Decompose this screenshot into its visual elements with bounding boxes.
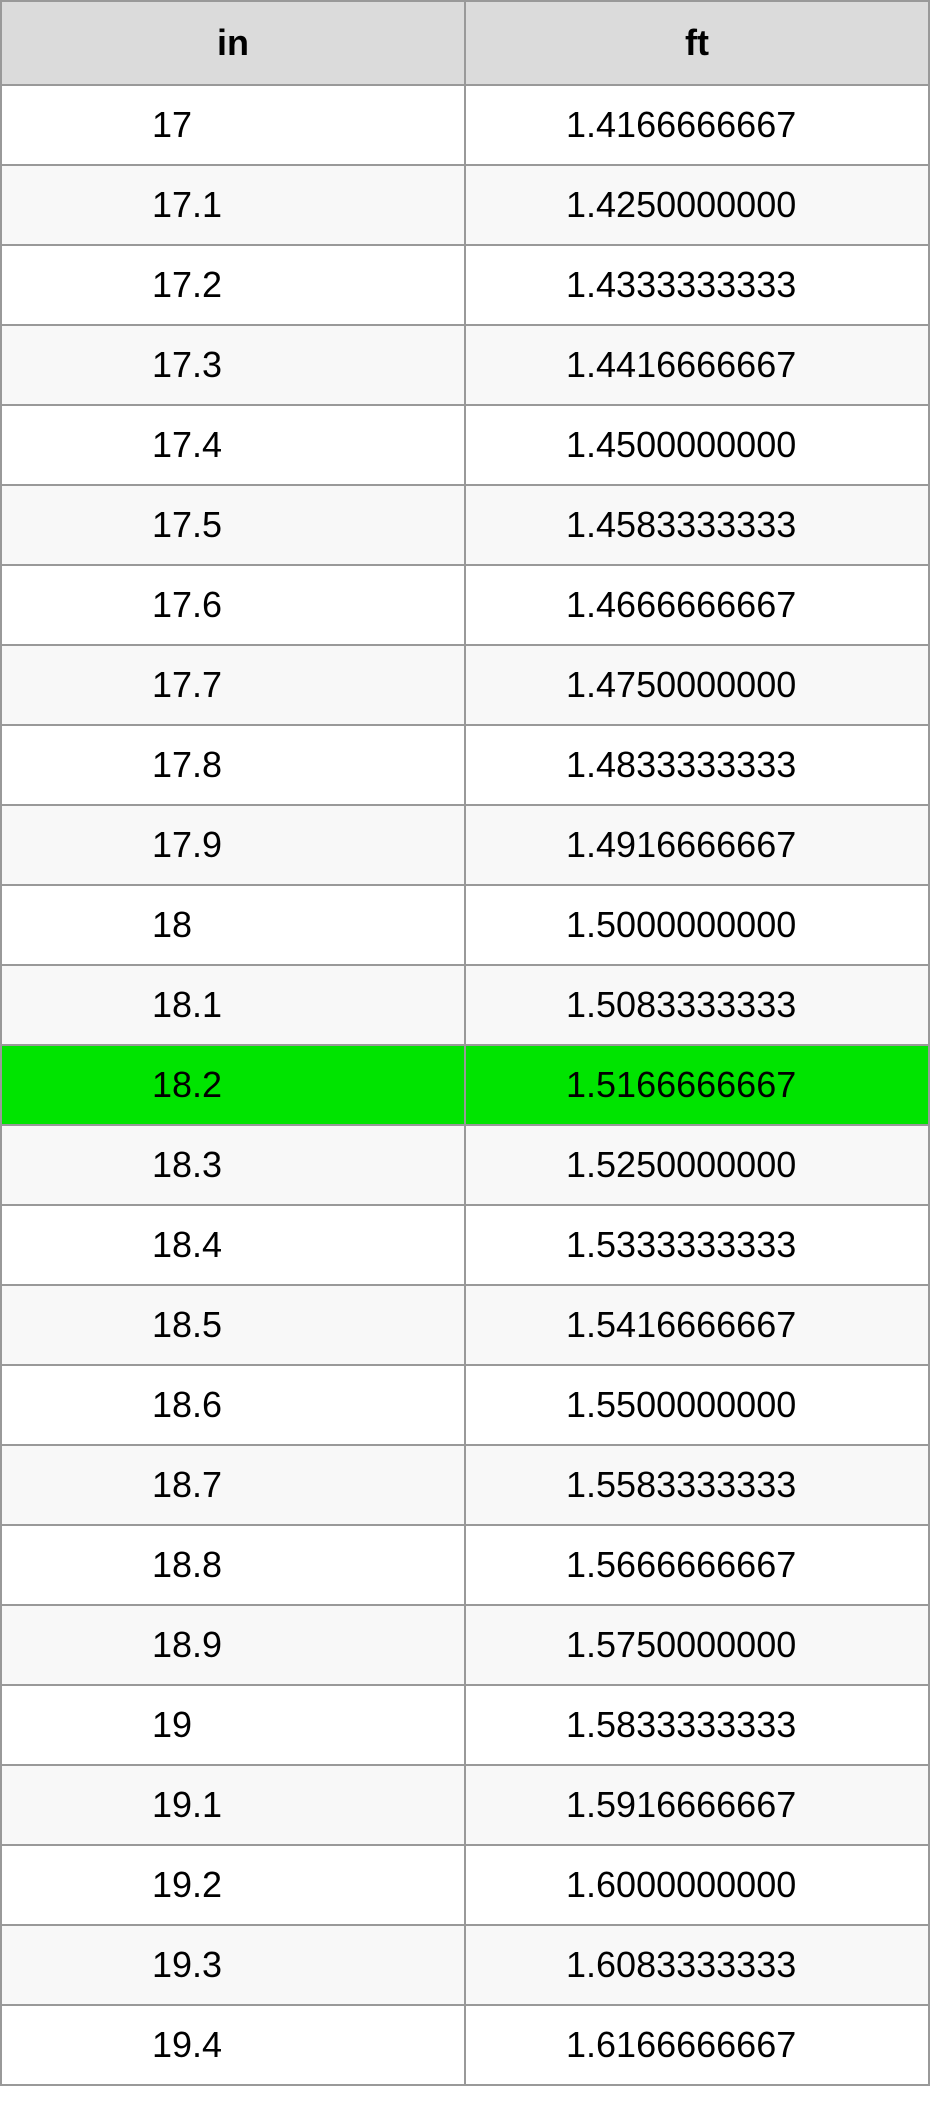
cell-in: 18.7 bbox=[1, 1445, 465, 1525]
table-row: 191.5833333333 bbox=[1, 1685, 929, 1765]
table-row: 17.81.4833333333 bbox=[1, 725, 929, 805]
cell-ft: 1.5250000000 bbox=[465, 1125, 929, 1205]
table-row: 17.21.4333333333 bbox=[1, 245, 929, 325]
cell-in: 17.8 bbox=[1, 725, 465, 805]
table-row: 17.31.4416666667 bbox=[1, 325, 929, 405]
cell-ft: 1.5166666667 bbox=[465, 1045, 929, 1125]
cell-ft: 1.5750000000 bbox=[465, 1605, 929, 1685]
cell-in: 17.5 bbox=[1, 485, 465, 565]
cell-in: 19.4 bbox=[1, 2005, 465, 2085]
cell-in: 17.4 bbox=[1, 405, 465, 485]
cell-in: 17 bbox=[1, 85, 465, 165]
table-body: 171.416666666717.11.425000000017.21.4333… bbox=[1, 85, 929, 2085]
cell-ft: 1.4250000000 bbox=[465, 165, 929, 245]
cell-in: 18 bbox=[1, 885, 465, 965]
table-row: 17.61.4666666667 bbox=[1, 565, 929, 645]
cell-in: 18.3 bbox=[1, 1125, 465, 1205]
cell-ft: 1.5416666667 bbox=[465, 1285, 929, 1365]
cell-ft: 1.5666666667 bbox=[465, 1525, 929, 1605]
cell-ft: 1.5333333333 bbox=[465, 1205, 929, 1285]
cell-ft: 1.4916666667 bbox=[465, 805, 929, 885]
column-header-in: in bbox=[1, 1, 465, 85]
cell-ft: 1.4750000000 bbox=[465, 645, 929, 725]
conversion-table: in ft 171.416666666717.11.425000000017.2… bbox=[0, 0, 930, 2086]
cell-ft: 1.5083333333 bbox=[465, 965, 929, 1045]
table-row: 18.41.5333333333 bbox=[1, 1205, 929, 1285]
cell-in: 17.7 bbox=[1, 645, 465, 725]
cell-ft: 1.5583333333 bbox=[465, 1445, 929, 1525]
cell-in: 18.1 bbox=[1, 965, 465, 1045]
cell-in: 18.8 bbox=[1, 1525, 465, 1605]
cell-ft: 1.4666666667 bbox=[465, 565, 929, 645]
table-row: 18.31.5250000000 bbox=[1, 1125, 929, 1205]
table-row: 18.81.5666666667 bbox=[1, 1525, 929, 1605]
cell-ft: 1.6083333333 bbox=[465, 1925, 929, 2005]
table-row: 17.91.4916666667 bbox=[1, 805, 929, 885]
table-row: 171.4166666667 bbox=[1, 85, 929, 165]
table-row: 18.91.5750000000 bbox=[1, 1605, 929, 1685]
cell-ft: 1.6000000000 bbox=[465, 1845, 929, 1925]
cell-in: 17.6 bbox=[1, 565, 465, 645]
cell-ft: 1.4166666667 bbox=[465, 85, 929, 165]
cell-ft: 1.4583333333 bbox=[465, 485, 929, 565]
table-header-row: in ft bbox=[1, 1, 929, 85]
cell-in: 18.2 bbox=[1, 1045, 465, 1125]
table-row: 18.11.5083333333 bbox=[1, 965, 929, 1045]
table-row: 18.51.5416666667 bbox=[1, 1285, 929, 1365]
cell-in: 17.3 bbox=[1, 325, 465, 405]
cell-ft: 1.5500000000 bbox=[465, 1365, 929, 1445]
table-row: 19.21.6000000000 bbox=[1, 1845, 929, 1925]
cell-ft: 1.4416666667 bbox=[465, 325, 929, 405]
table-row: 17.11.4250000000 bbox=[1, 165, 929, 245]
table-row: 17.51.4583333333 bbox=[1, 485, 929, 565]
cell-ft: 1.5000000000 bbox=[465, 885, 929, 965]
cell-in: 18.9 bbox=[1, 1605, 465, 1685]
cell-in: 19.2 bbox=[1, 1845, 465, 1925]
cell-ft: 1.6166666667 bbox=[465, 2005, 929, 2085]
cell-ft: 1.4500000000 bbox=[465, 405, 929, 485]
cell-ft: 1.5833333333 bbox=[465, 1685, 929, 1765]
cell-ft: 1.4833333333 bbox=[465, 725, 929, 805]
cell-in: 18.4 bbox=[1, 1205, 465, 1285]
table-row: 17.41.4500000000 bbox=[1, 405, 929, 485]
table-row: 17.71.4750000000 bbox=[1, 645, 929, 725]
cell-in: 17.1 bbox=[1, 165, 465, 245]
cell-in: 19 bbox=[1, 1685, 465, 1765]
table-row: 19.31.6083333333 bbox=[1, 1925, 929, 2005]
cell-in: 19.3 bbox=[1, 1925, 465, 2005]
table-row: 19.11.5916666667 bbox=[1, 1765, 929, 1845]
table-row: 18.61.5500000000 bbox=[1, 1365, 929, 1445]
cell-ft: 1.5916666667 bbox=[465, 1765, 929, 1845]
table-row: 18.21.5166666667 bbox=[1, 1045, 929, 1125]
column-header-ft: ft bbox=[465, 1, 929, 85]
cell-in: 17.9 bbox=[1, 805, 465, 885]
cell-in: 19.1 bbox=[1, 1765, 465, 1845]
table-row: 19.41.6166666667 bbox=[1, 2005, 929, 2085]
cell-in: 17.2 bbox=[1, 245, 465, 325]
cell-ft: 1.4333333333 bbox=[465, 245, 929, 325]
cell-in: 18.6 bbox=[1, 1365, 465, 1445]
cell-in: 18.5 bbox=[1, 1285, 465, 1365]
table-row: 181.5000000000 bbox=[1, 885, 929, 965]
table-row: 18.71.5583333333 bbox=[1, 1445, 929, 1525]
